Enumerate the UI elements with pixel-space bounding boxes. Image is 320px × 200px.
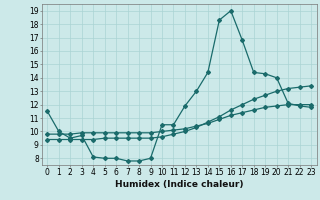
X-axis label: Humidex (Indice chaleur): Humidex (Indice chaleur) xyxy=(115,180,244,189)
